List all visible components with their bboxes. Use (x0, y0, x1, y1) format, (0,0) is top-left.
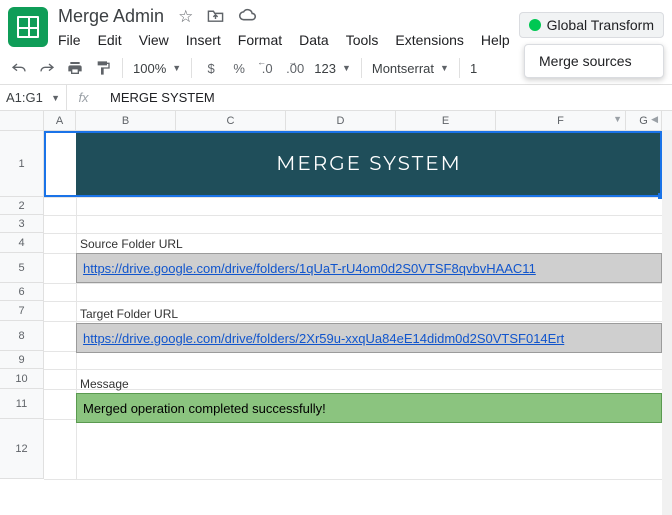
redo-icon[interactable] (38, 61, 56, 75)
row-header-8[interactable]: 8 (0, 321, 43, 351)
col-header-c[interactable]: C (176, 111, 286, 130)
source-url-link[interactable]: https://drive.google.com/drive/folders/1… (83, 261, 536, 276)
move-icon[interactable] (207, 8, 224, 26)
menu-insert[interactable]: Insert (186, 32, 221, 48)
increase-decimals[interactable]: .00→ (286, 61, 304, 76)
star-icon[interactable]: ☆ (178, 8, 193, 25)
col-header-d[interactable]: D (286, 111, 396, 130)
row-header-12[interactable]: 12 (0, 419, 43, 479)
font-family-value: Montserrat (372, 61, 434, 76)
source-url-cell[interactable]: https://drive.google.com/drive/folders/1… (76, 253, 662, 283)
zoom-value: 100% (133, 61, 166, 76)
menu-edit[interactable]: Edit (98, 32, 122, 48)
col-header-e[interactable]: E (396, 111, 496, 130)
formula-bar: A1:G1 ▼ fx MERGE SYSTEM (0, 85, 672, 111)
menu-data[interactable]: Data (299, 32, 329, 48)
paint-format-icon[interactable] (94, 60, 112, 76)
menu-tools[interactable]: Tools (346, 32, 379, 48)
vertical-scrollbar[interactable] (662, 130, 672, 515)
undo-icon[interactable] (10, 61, 28, 75)
custom-menu-dropdown-item[interactable]: Merge sources (524, 44, 664, 78)
row-header-11[interactable]: 11 (0, 389, 43, 419)
select-all-corner[interactable] (0, 111, 44, 130)
custom-menu-label: Global Transform (547, 17, 654, 33)
row-header-1[interactable]: 1 (0, 131, 43, 197)
status-dot-icon (529, 19, 541, 31)
chevron-down-icon: ▼ (342, 63, 351, 73)
doc-title[interactable]: Merge Admin (58, 6, 164, 27)
col-header-b[interactable]: B (76, 111, 176, 130)
source-url-label[interactable]: Source Folder URL (80, 237, 183, 251)
message-label[interactable]: Message (80, 377, 129, 391)
merge-system-header[interactable]: MERGE SYSTEM (76, 131, 662, 197)
cell-reference: A1:G1 (6, 90, 43, 105)
row-header-2[interactable]: 2 (0, 197, 43, 215)
menu-help[interactable]: Help (481, 32, 510, 48)
col-header-a[interactable]: A (44, 111, 76, 130)
target-url-cell[interactable]: https://drive.google.com/drive/folders/2… (76, 323, 662, 353)
row-header-7[interactable]: 7 (0, 301, 43, 321)
row-header-9[interactable]: 9 (0, 351, 43, 369)
menu-view[interactable]: View (139, 32, 169, 48)
number-format-dropdown[interactable]: 123 ▼ (314, 61, 351, 76)
menu-format[interactable]: Format (238, 32, 282, 48)
name-box[interactable]: A1:G1 ▼ (0, 85, 66, 110)
font-family-dropdown[interactable]: Montserrat ▼ (372, 61, 449, 76)
decrease-decimals[interactable]: .0← (258, 61, 276, 76)
formula-input[interactable]: MERGE SYSTEM (100, 90, 215, 105)
target-url-link[interactable]: https://drive.google.com/drive/folders/2… (83, 331, 564, 346)
cells-area[interactable]: MERGE SYSTEM Source Folder URL https://d… (44, 131, 672, 479)
custom-menu-button[interactable]: Global Transform (519, 12, 664, 38)
row-header-4[interactable]: 4 (0, 233, 43, 253)
row-headers: 1 2 3 4 5 6 7 8 9 10 11 12 (0, 131, 44, 479)
cloud-status-icon[interactable] (238, 8, 257, 25)
menu-extensions[interactable]: Extensions (395, 32, 463, 48)
chevron-down-icon: ▼ (172, 63, 181, 73)
chevron-down-icon: ▼ (440, 63, 449, 73)
fx-icon: fx (66, 85, 100, 110)
target-url-label[interactable]: Target Folder URL (80, 307, 178, 321)
spreadsheet-grid: A B C D E F▼ G◀ 1 2 3 4 5 6 7 8 9 10 11 … (0, 111, 672, 479)
chevron-left-icon[interactable]: ◀ (651, 114, 658, 125)
format-percent[interactable]: % (230, 61, 248, 76)
chevron-down-icon: ▼ (51, 93, 60, 103)
font-size-truncated[interactable]: 1 (470, 61, 477, 76)
row-header-10[interactable]: 10 (0, 369, 43, 389)
row-header-6[interactable]: 6 (0, 283, 43, 301)
message-cell[interactable]: Merged operation completed successfully! (76, 393, 662, 423)
zoom-dropdown[interactable]: 100% ▼ (133, 61, 181, 76)
col-header-g[interactable]: G◀ (626, 111, 662, 130)
chevron-down-icon[interactable]: ▼ (613, 114, 622, 124)
row-header-5[interactable]: 5 (0, 253, 43, 283)
menu-file[interactable]: File (58, 32, 81, 48)
col-header-f[interactable]: F▼ (496, 111, 626, 130)
row-header-3[interactable]: 3 (0, 215, 43, 233)
print-icon[interactable] (66, 60, 84, 76)
menubar: File Edit View Insert Format Data Tools … (58, 27, 510, 48)
format-currency[interactable]: $ (202, 61, 220, 76)
column-headers: A B C D E F▼ G◀ (0, 111, 672, 131)
sheets-logo[interactable] (8, 7, 48, 47)
